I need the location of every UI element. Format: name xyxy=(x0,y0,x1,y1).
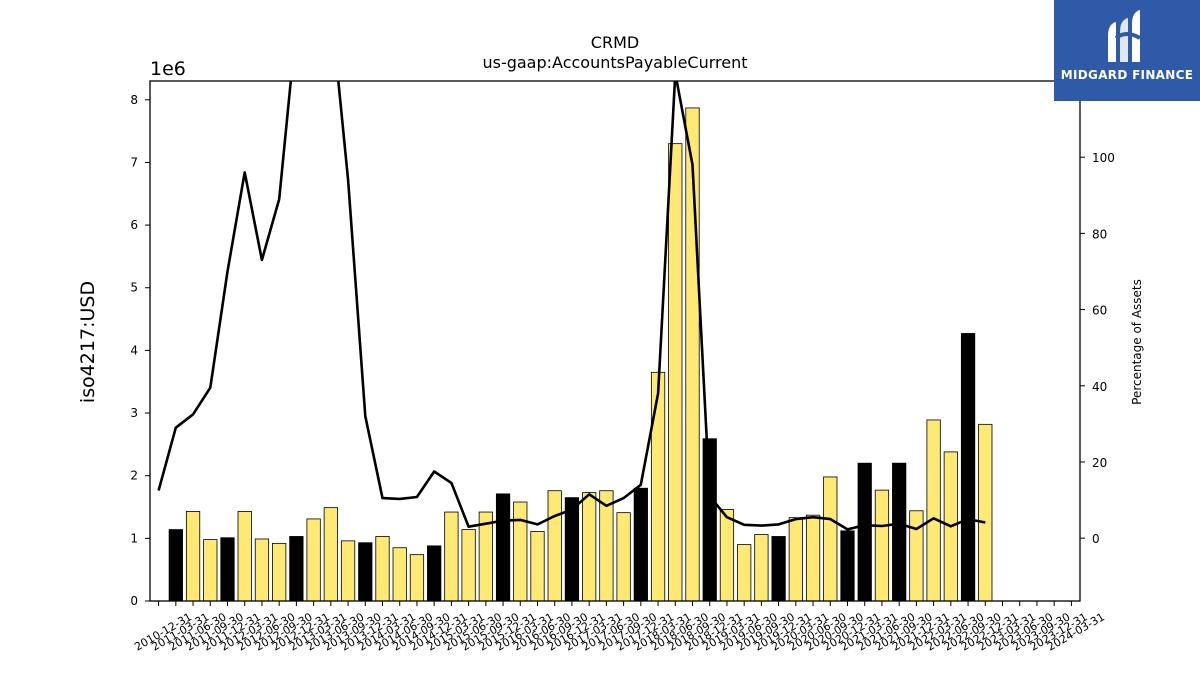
y2-tick-label: 40 xyxy=(1092,380,1107,394)
y2-tick-label: 20 xyxy=(1092,456,1107,470)
bar-2016-12-31 xyxy=(564,497,580,601)
bar-2020-06-30 xyxy=(805,514,821,601)
percent-of-assets-line xyxy=(157,81,986,531)
bar-2016-09-30 xyxy=(547,490,562,601)
y-tick-label: 0 xyxy=(130,594,138,608)
y-tick-label: 5 xyxy=(130,281,138,295)
axes-layer: 0123456780204060801002010-12-312011-03-3… xyxy=(130,80,1115,654)
bar-2012-06-30 xyxy=(254,538,270,601)
y-tick-label: 7 xyxy=(130,155,138,169)
y-tick-label: 2 xyxy=(130,469,138,483)
bar-2014-06-30 xyxy=(392,547,407,601)
plot-frame xyxy=(149,80,1081,602)
bar-2013-09-30 xyxy=(340,540,356,601)
bar-2019-06-30 xyxy=(737,544,752,601)
bar-2022-09-30 xyxy=(960,333,976,601)
bar-2017-09-30 xyxy=(616,512,631,601)
bar-2018-06-30 xyxy=(668,143,683,601)
y2-tick-label: 100 xyxy=(1092,151,1115,165)
chart-subtitle: us-gaap:AccountsPayableCurrent xyxy=(482,53,747,72)
chart-title: CRMD xyxy=(591,33,639,52)
bar-2019-09-30 xyxy=(754,534,769,601)
bar-2013-12-31 xyxy=(358,542,373,601)
bar-2016-06-30 xyxy=(530,531,545,601)
bar-2014-12-31 xyxy=(427,545,442,601)
bar-2022-03-31 xyxy=(926,419,941,601)
y-tick-label: 1 xyxy=(130,531,138,545)
y-tick-label: 8 xyxy=(130,93,138,107)
y-tick-label: 3 xyxy=(130,406,138,420)
bar-2020-03-31 xyxy=(788,517,803,601)
bar-2012-03-31 xyxy=(237,511,252,601)
bar-2011-09-30 xyxy=(203,539,218,601)
y-tick-label: 6 xyxy=(130,218,138,232)
bar-2015-12-31 xyxy=(495,493,511,601)
bar-2013-06-30 xyxy=(323,507,338,601)
logo-text: MIDGARD FINANCE xyxy=(1060,68,1194,82)
y-axis-offset-label: 1e6 xyxy=(150,58,186,80)
y2-axis-label: Percentage of Assets xyxy=(1130,279,1144,405)
bar-2012-09-30 xyxy=(272,542,287,601)
y2-tick-label: 0 xyxy=(1092,532,1100,546)
bar-2012-12-31 xyxy=(289,536,304,601)
bar-2011-06-30 xyxy=(185,511,201,601)
y2-tick-label: 80 xyxy=(1092,227,1107,241)
logo-mark-icon xyxy=(1108,10,1141,62)
bar-2014-09-30 xyxy=(409,554,425,601)
bar-2021-09-30 xyxy=(892,462,907,601)
bar-2019-03-31 xyxy=(719,509,735,601)
bar-2017-03-31 xyxy=(582,492,597,601)
bar-2020-12-31 xyxy=(840,530,855,601)
bar-2013-03-31 xyxy=(306,518,321,601)
bar-2015-06-30 xyxy=(461,529,476,601)
line-layer xyxy=(157,81,986,531)
bar-2014-03-31 xyxy=(375,536,390,601)
bar-2021-03-31 xyxy=(857,462,872,601)
y2-tick-label: 60 xyxy=(1092,304,1107,318)
bar-2011-12-31 xyxy=(220,537,235,601)
bars-layer xyxy=(168,107,993,601)
bar-2021-06-30 xyxy=(874,489,890,601)
y-tick-label: 4 xyxy=(130,343,138,357)
bar-2018-03-31 xyxy=(650,371,666,601)
bar-2011-03-31 xyxy=(168,529,183,601)
bar-2022-12-31 xyxy=(978,423,993,601)
brand-logo: MIDGARD FINANCE xyxy=(1054,0,1200,101)
bar-2015-03-31 xyxy=(444,511,459,601)
bar-2021-12-31 xyxy=(909,510,924,601)
y-axis-label: iso4217:USD xyxy=(77,281,99,403)
bar-2016-03-31 xyxy=(513,501,528,601)
bar-2020-09-30 xyxy=(823,476,838,601)
bar-2019-12-31 xyxy=(771,536,786,601)
bar-2017-06-30 xyxy=(599,490,614,601)
bar-2017-12-31 xyxy=(633,487,648,601)
bar-2018-12-31 xyxy=(702,438,717,601)
